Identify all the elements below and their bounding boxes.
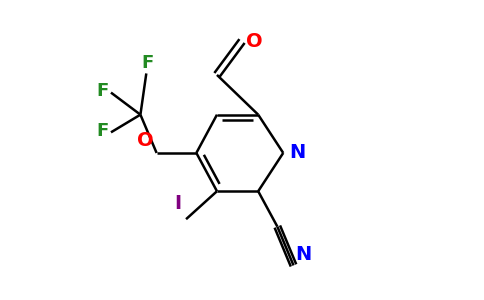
Text: F: F xyxy=(96,122,108,140)
Text: N: N xyxy=(290,143,306,162)
Text: F: F xyxy=(142,54,154,72)
Text: O: O xyxy=(246,32,263,51)
Text: O: O xyxy=(137,131,153,150)
Text: I: I xyxy=(175,194,182,213)
Text: N: N xyxy=(295,245,311,264)
Text: F: F xyxy=(96,82,108,100)
